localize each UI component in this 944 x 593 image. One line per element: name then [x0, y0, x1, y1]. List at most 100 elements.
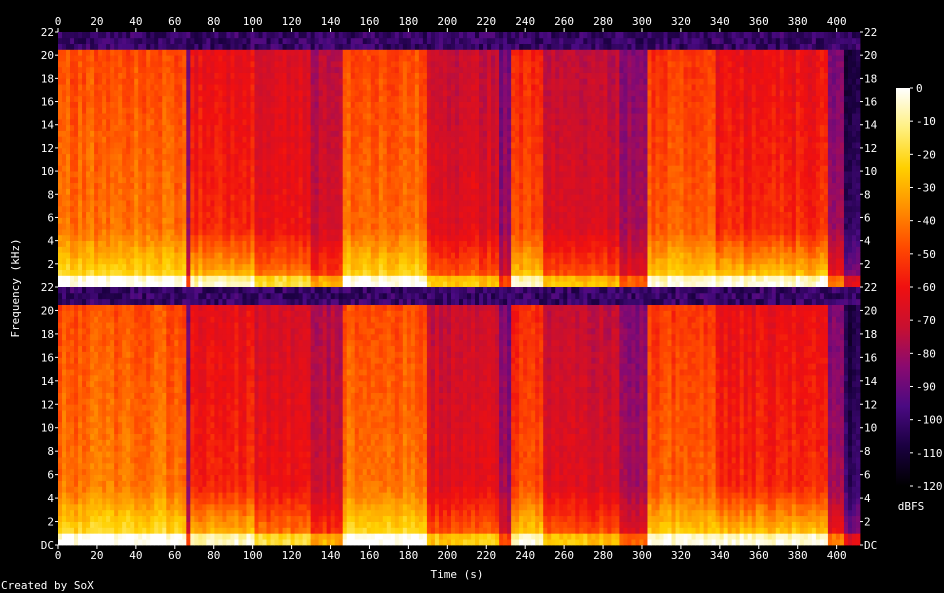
spectrogram-cell — [94, 142, 99, 149]
spectrogram-cell — [162, 182, 167, 189]
spectrogram-cell — [158, 246, 163, 253]
spectrogram-cell — [342, 78, 348, 85]
spectrogram-cell — [162, 159, 167, 166]
spectrogram-cell — [398, 147, 404, 155]
spectrogram-cell — [158, 49, 163, 56]
spectrogram-cell — [218, 118, 223, 126]
spectrogram-cell — [346, 107, 352, 114]
spectrogram-cell — [94, 188, 99, 195]
spectrogram-cell — [406, 258, 412, 265]
spectrogram-cell — [278, 49, 283, 56]
spectrogram-cell — [182, 269, 187, 276]
spectrogram-cell — [442, 32, 448, 39]
spectrogram-cell — [78, 269, 83, 276]
spectrogram-cell — [206, 72, 211, 79]
spectrogram-cell — [410, 72, 416, 79]
spectrogram-cell — [507, 165, 512, 172]
spectrogram-cell — [230, 246, 235, 253]
spectrogram-cell — [306, 37, 312, 44]
spectrogram-cell — [78, 263, 83, 271]
spectrogram-cell — [182, 37, 187, 44]
spectrogram-cell — [94, 78, 99, 85]
spectrogram-cell — [198, 136, 203, 143]
spectrogram-cell — [134, 234, 139, 242]
spectrogram-cell — [86, 171, 91, 178]
spectrogram-cell — [294, 32, 299, 39]
spectrogram-cell — [194, 89, 199, 97]
spectrogram-cell — [58, 281, 63, 288]
spectrogram-cell — [302, 72, 308, 79]
spectrogram-cell — [118, 258, 123, 265]
spectrogram-cell — [410, 43, 416, 50]
spectrogram-cell — [467, 159, 472, 166]
spectrogram-cell — [234, 252, 239, 259]
spectrogram-cell — [475, 60, 480, 68]
spectrogram-cell — [178, 89, 183, 97]
spectrogram-cell — [467, 281, 472, 288]
spectrogram-cell — [442, 263, 448, 271]
spectrogram-cell — [298, 78, 304, 85]
spectrogram-cell — [330, 147, 336, 155]
spectrogram-cell — [475, 78, 480, 85]
spectrogram-cell — [414, 281, 420, 288]
spectrogram-cell — [450, 258, 456, 265]
spectrogram-cell — [242, 246, 247, 253]
spectrogram-cell — [338, 43, 344, 50]
spectrogram-cell — [398, 95, 404, 102]
spectrogram-cell — [499, 153, 504, 160]
spectrogram-cell — [314, 263, 320, 271]
spectrogram-cell — [338, 130, 344, 137]
spectrogram-cell — [242, 60, 247, 68]
spectrogram-cell — [358, 263, 364, 271]
spectrogram-cell — [446, 211, 452, 218]
spectrogram-cell — [158, 32, 163, 39]
spectrogram-cell — [322, 217, 328, 224]
spectrogram-cell — [430, 95, 436, 102]
spectrogram-cell — [463, 66, 468, 73]
spectrogram-cell — [142, 252, 147, 259]
spectrogram-cell — [438, 113, 444, 120]
spectrogram-cell — [282, 107, 287, 114]
spectrogram-cell — [178, 49, 183, 56]
spectrogram-cell — [342, 107, 348, 114]
spectrogram-cell — [110, 84, 115, 91]
spectrogram-cell — [274, 43, 279, 50]
spectrogram-cell — [286, 269, 291, 276]
spectrogram-cell — [182, 153, 187, 160]
spectrogram-cell — [290, 263, 295, 271]
spectrogram-cell — [370, 136, 376, 143]
spectrogram-cell — [414, 258, 420, 265]
spectrogram-cell — [282, 176, 287, 184]
spectrogram-cell — [414, 217, 420, 224]
spectrogram-cell — [434, 55, 440, 62]
spectrogram-cell — [202, 194, 207, 201]
spectrogram-cell — [250, 130, 255, 137]
spectrogram-cell — [166, 101, 171, 108]
spectrogram-cell — [378, 32, 384, 39]
spectrogram-cell — [218, 43, 223, 50]
spectrogram-cell — [495, 78, 500, 85]
spectrogram-cell — [338, 275, 344, 282]
spectrogram-cell — [230, 147, 235, 155]
spectrogram-cell — [499, 32, 504, 39]
spectrogram-cell — [414, 107, 420, 114]
spectrogram-cell — [158, 211, 163, 218]
spectrogram-cell — [370, 171, 376, 178]
spectrogram-cell — [374, 84, 380, 91]
spectrogram-cell — [390, 246, 396, 253]
spectrogram-cell — [82, 84, 87, 91]
spectrogram-cell — [390, 258, 396, 265]
spectrogram-cell — [118, 84, 123, 91]
spectrogram-cell — [118, 113, 123, 120]
spectrogram-cell — [406, 182, 412, 189]
spectrogram-cell — [262, 147, 267, 155]
spectrogram-cell — [358, 142, 364, 149]
spectrogram-cell — [110, 281, 115, 288]
spectrogram-cell — [450, 32, 456, 39]
spectrogram-cell — [234, 188, 239, 195]
spectrogram-cell — [86, 188, 91, 195]
spectrogram-cell — [294, 188, 299, 195]
spectrogram-cell — [487, 211, 492, 218]
spectrogram-cell — [226, 43, 231, 50]
spectrogram-cell — [162, 246, 167, 253]
